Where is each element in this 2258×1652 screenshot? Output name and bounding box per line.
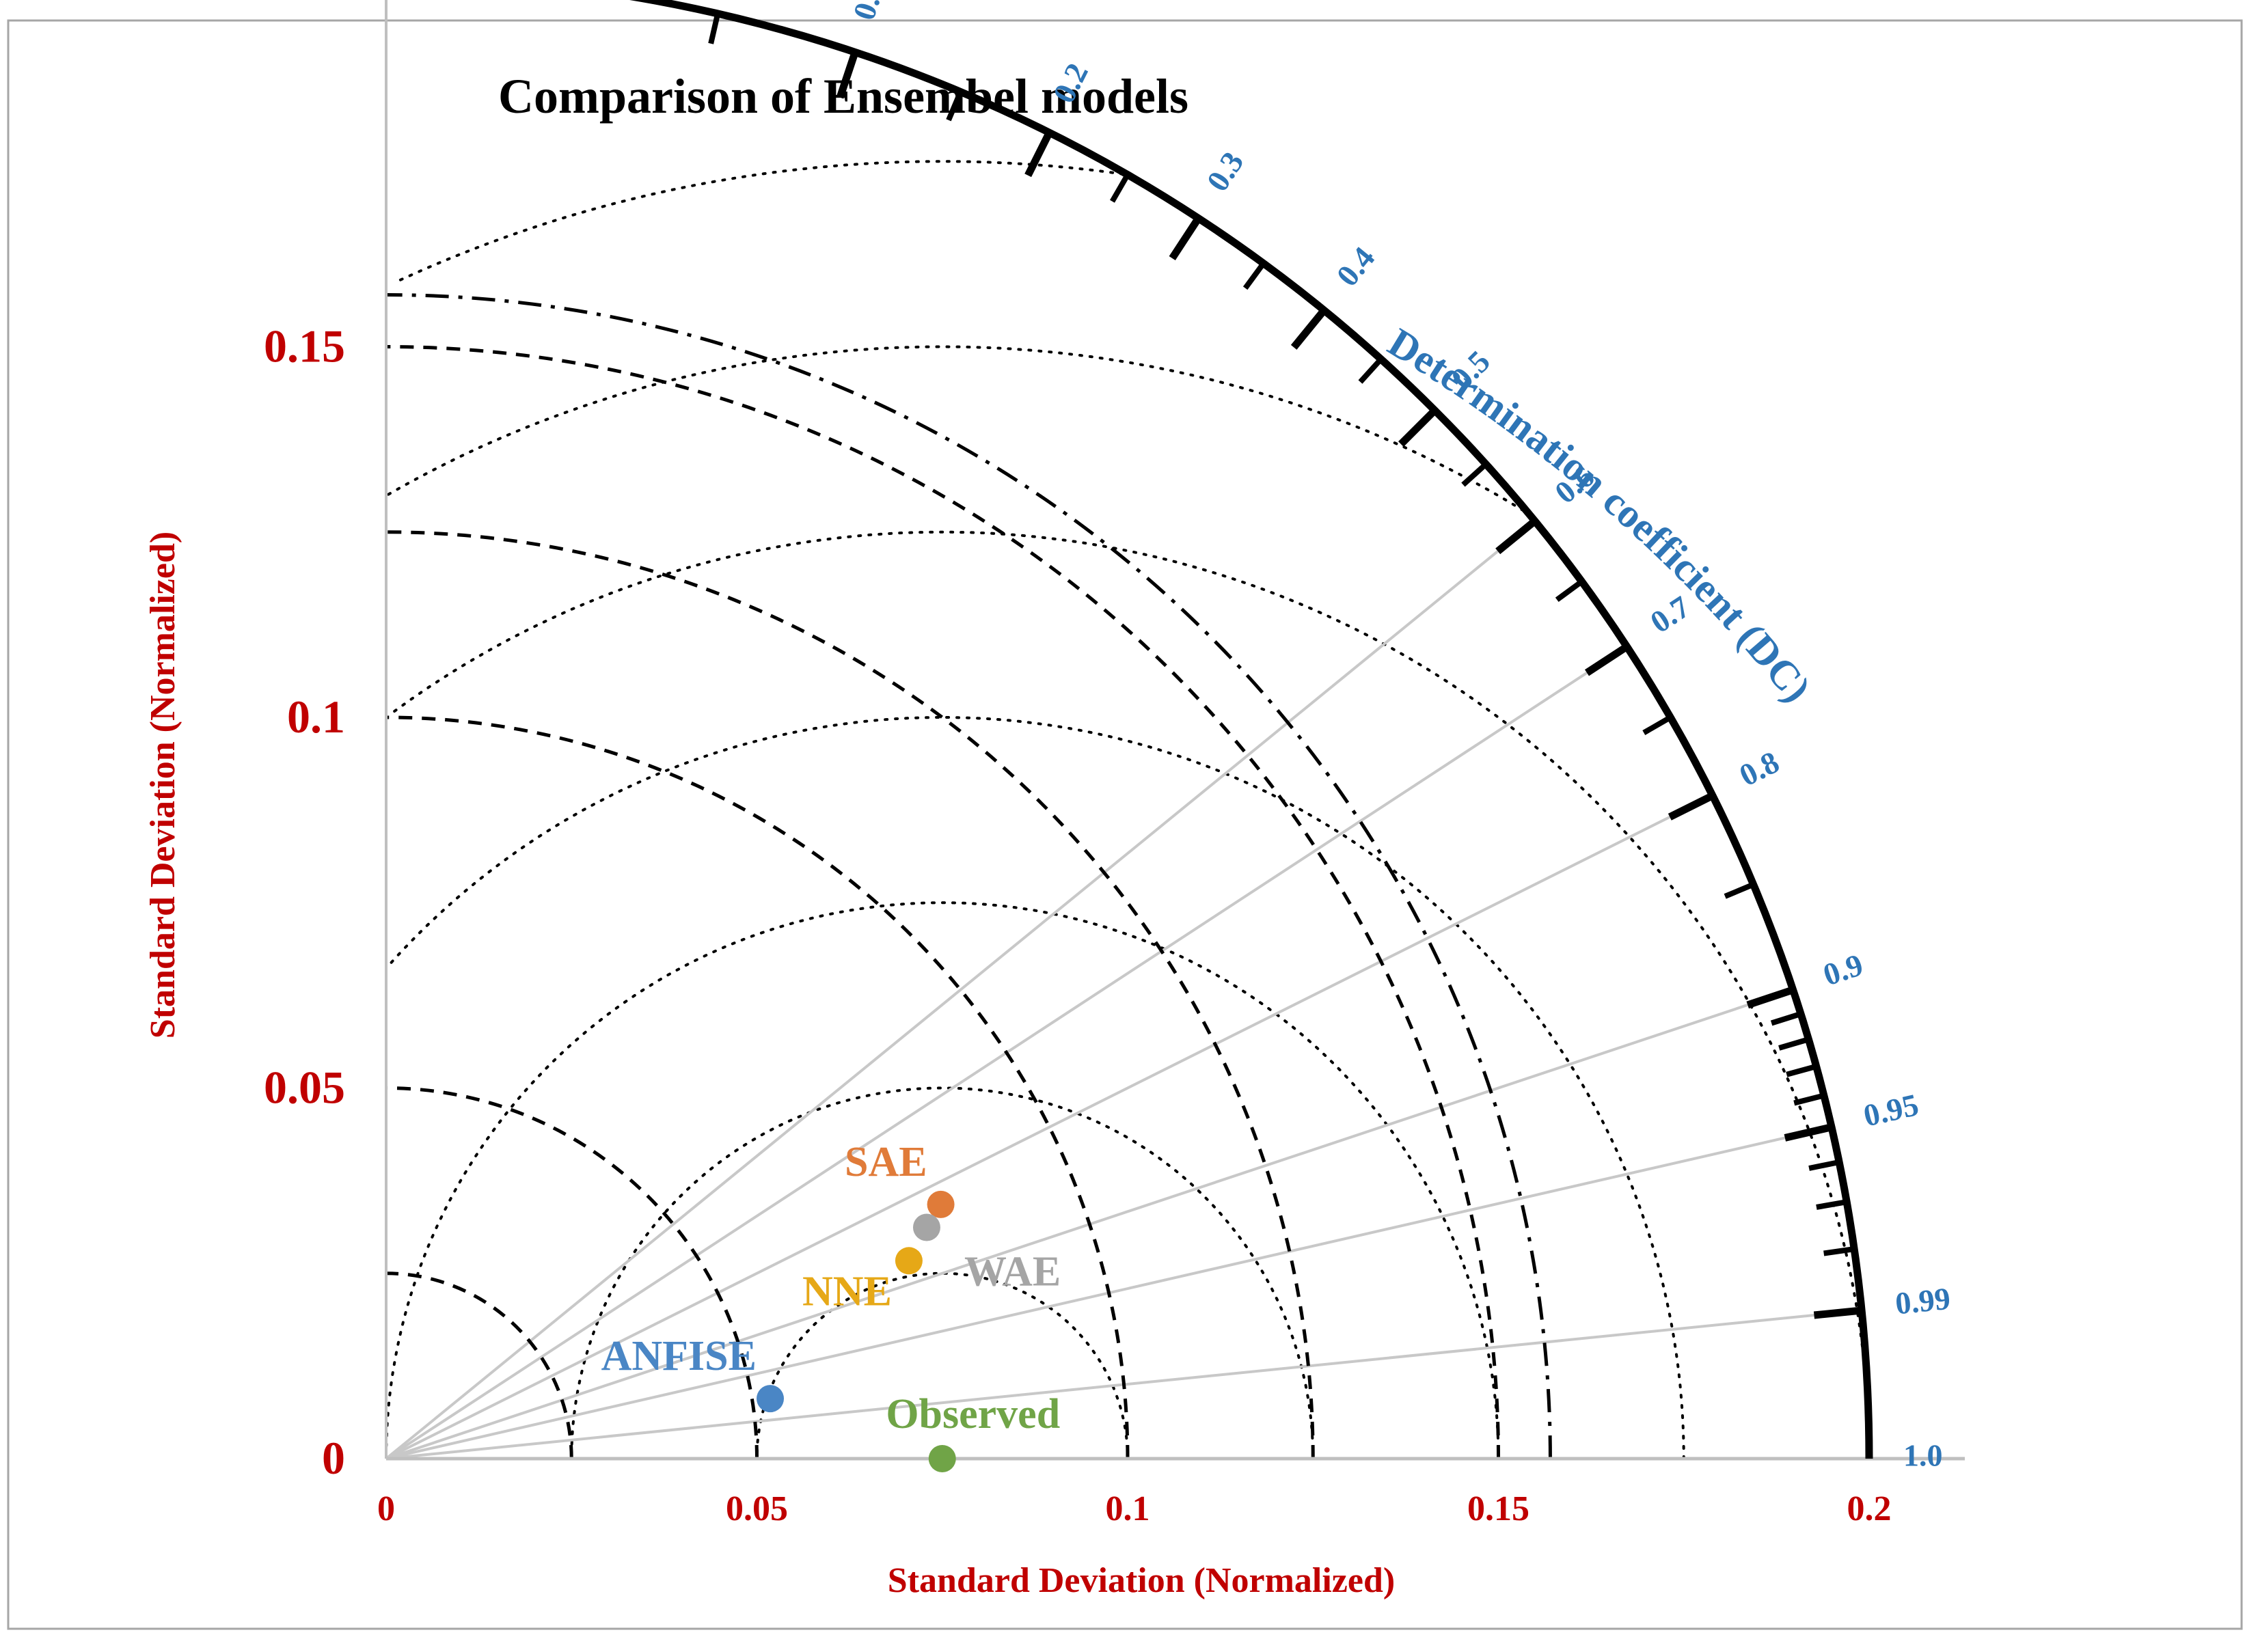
point-labels: SAE WAE NNE ANFISE Observed (601, 1139, 1061, 1437)
dc-major-tick (1746, 986, 1795, 1009)
x-tick-label: 0.15 (1467, 1489, 1529, 1528)
dc-major-tick (836, 51, 859, 99)
data-point (912, 1213, 940, 1241)
dc-major-tick (1398, 407, 1438, 447)
x-tick-label: 0.05 (726, 1489, 788, 1528)
dc-minor-tick (1778, 1036, 1810, 1051)
rmsd-arc (390, 530, 1871, 1460)
dc-minor-tick (1816, 1199, 1847, 1210)
rmsd-arc (385, 716, 1685, 1460)
rmsd-arcs (385, 160, 1871, 1460)
y-tick-label: 0.15 (264, 320, 345, 372)
dc-minor-tick (1793, 1092, 1825, 1106)
y-tick-label: 0.2 (287, 0, 345, 1)
y-axis-label: Standard Deviation (Normalized) (144, 532, 182, 1038)
x-tick-label: 0.1 (1106, 1489, 1150, 1528)
x-axis-label: Standard Deviation (Normalized) (888, 1561, 1395, 1600)
data-point (895, 1247, 923, 1275)
std-dashed-arc (385, 345, 1500, 1459)
dc-minor-tick (1786, 1064, 1817, 1077)
dc-minor-tick (1461, 462, 1488, 487)
dc-major-tick (1024, 130, 1053, 178)
dc-minor-tick (1770, 1011, 1802, 1026)
dc-major-tick (1584, 643, 1629, 676)
tick-labels: 0 0.05 0.1 0.15 0.2 0 0.05 0.1 0.15 0.2 (264, 0, 1892, 1528)
data-point-label: Observed (886, 1391, 1060, 1437)
rmsd-arc (385, 901, 1500, 1460)
dc-label: 0.99 (1894, 1281, 1952, 1321)
dc-minor-tick (946, 90, 964, 122)
dc-radial-line (385, 794, 1713, 1460)
y-tick-label: 0.1 (287, 691, 345, 743)
dc-minor-tick (1358, 357, 1383, 384)
dc-major-tick (1784, 1123, 1833, 1142)
data-point (928, 1445, 956, 1472)
dc-minor-tick (1823, 1246, 1855, 1256)
std-dashed-arc (385, 530, 1315, 1459)
y-tick-label: 0.05 (264, 1062, 345, 1114)
data-point (757, 1385, 785, 1413)
dc-major-tick (1495, 518, 1538, 555)
rmsd-arc (570, 1086, 1315, 1460)
dc-minor-tick (1642, 715, 1672, 735)
axes (385, 0, 1965, 1461)
dc-major-tick (1813, 1306, 1862, 1319)
dc-radial-line (385, 520, 1536, 1460)
data-point-label: NNE (802, 1268, 892, 1314)
dc-minor-tick (1724, 881, 1755, 899)
dc-minor-tick (1110, 173, 1130, 203)
std-dashed-arc (385, 1086, 759, 1459)
data-points (757, 1190, 956, 1472)
std-dashed-arcs (385, 293, 1552, 1459)
data-point-label: WAE (964, 1248, 1061, 1295)
x-tick-label: 0 (377, 1489, 395, 1528)
rmsd-arc (392, 160, 1124, 285)
std-dashed-arc (385, 1271, 573, 1459)
dc-minor-tick (1808, 1159, 1840, 1171)
dc-major-tick (1668, 792, 1715, 821)
dc-minor-tick (1555, 579, 1583, 603)
std-dashed-arc (385, 715, 1130, 1459)
y-tick-label: 0 (322, 1432, 345, 1484)
rmsd-arc (385, 345, 1525, 512)
dc-minor-tick (708, 13, 721, 44)
data-point-label: SAE (845, 1139, 927, 1185)
dc-minor-tick (1242, 262, 1266, 290)
dc-label: 1.0 (1903, 1438, 1943, 1473)
reference-std-arc (385, 293, 1552, 1459)
data-point-label: ANFISE (601, 1333, 757, 1379)
x-tick-label: 0.2 (1847, 1489, 1892, 1528)
outer-arc (629, 0, 1873, 1459)
dc-major-tick (1290, 307, 1327, 350)
data-point (927, 1190, 955, 1218)
dc-major-tick (1169, 216, 1202, 261)
